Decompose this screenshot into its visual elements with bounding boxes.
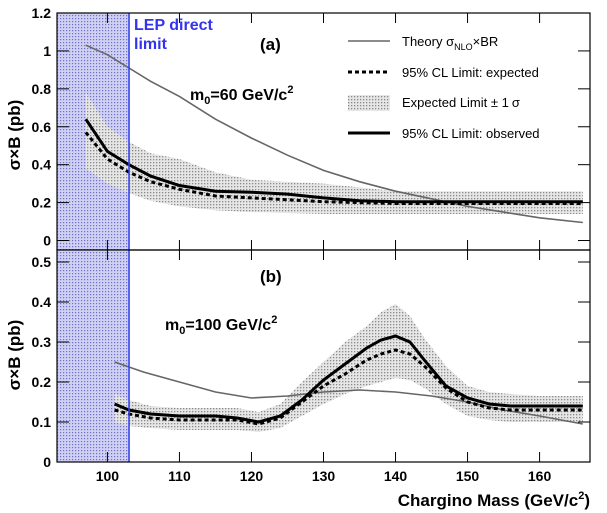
panel-a: 0 0.2 0.4 0.6 0.8 1 1.2 (32, 5, 591, 251)
panel-b-mass-annotation: m0=100 GeV/c2 (165, 314, 277, 337)
legend-observed-label: 95% CL Limit: observed (402, 126, 540, 141)
panel-b-frame (56, 249, 591, 463)
lep-limit-label-line1: LEP direct (134, 17, 214, 34)
legend: Theory σNLO×BR 95% CL Limit: expected Ex… (348, 34, 540, 141)
panel-a-ytick-label: 1.2 (32, 5, 52, 21)
panel-b-xtick-label: 150 (456, 468, 480, 484)
panel-a-theory-line (85, 44, 583, 224)
panel-b-lep-excluded-region (57, 250, 130, 462)
panel-a-ytick-label: 1 (43, 43, 51, 59)
panel-b-xtick-label: 140 (384, 468, 408, 484)
panel-b-ytick-label: 0.4 (32, 294, 52, 310)
panel-b-label: (b) (260, 267, 282, 286)
panel-b-xtick-label: 100 (96, 468, 120, 484)
panel-a-ytick-label: 0 (43, 233, 51, 249)
legend-theory-label: Theory σNLO×BR (402, 34, 498, 52)
panel-a-y-axis-title: σ×B (pb) (5, 100, 24, 171)
panel-b-ytick-label: 0 (43, 454, 51, 470)
panel-b-ytick-label: 0.3 (32, 334, 52, 350)
panel-b-xtick-label: 130 (312, 468, 336, 484)
panel-a-ytick-label: 0.6 (32, 119, 52, 135)
panel-b-xtick-label: 120 (240, 468, 264, 484)
panel-b-ytick-label: 0.1 (32, 414, 52, 430)
panel-a-ytick-label: 0.2 (32, 195, 52, 211)
panel-b-ytick-label: 0.2 (32, 374, 52, 390)
panel-b-y-axis-title: σ×B (pb) (5, 320, 24, 391)
panel-a-observed-line (84, 118, 583, 204)
panel-b-expected-line (114, 348, 583, 426)
x-axis-title: Chargino Mass (GeV/c2) (398, 490, 590, 510)
panel-a-expected-line (84, 131, 583, 205)
panel-a-expected-band (85, 92, 583, 214)
panel-a-ytick-label: 0.4 (32, 157, 52, 173)
panel-a-label: (a) (260, 35, 281, 54)
panel-b-ytick-label: 0.5 (32, 254, 52, 270)
panel-b-observed-line (114, 334, 583, 424)
legend-expected-label: 95% CL Limit: expected (402, 65, 539, 80)
panel-a-ytick-label: 0.8 (32, 81, 52, 97)
legend-band-swatch (348, 95, 390, 111)
panel-b: 0 0.1 0.2 0.3 0.4 0.5 100 110 120 130 140 150 160 (32, 249, 591, 484)
panel-b-expected-band (114, 304, 583, 432)
panel-b-xtick-label: 110 (168, 468, 191, 484)
lep-limit-label-line2: limit (134, 36, 168, 53)
panel-a-mass-annotation: m0=60 GeV/c2 (190, 84, 293, 107)
panel-b-xtick-label: 160 (528, 468, 552, 484)
